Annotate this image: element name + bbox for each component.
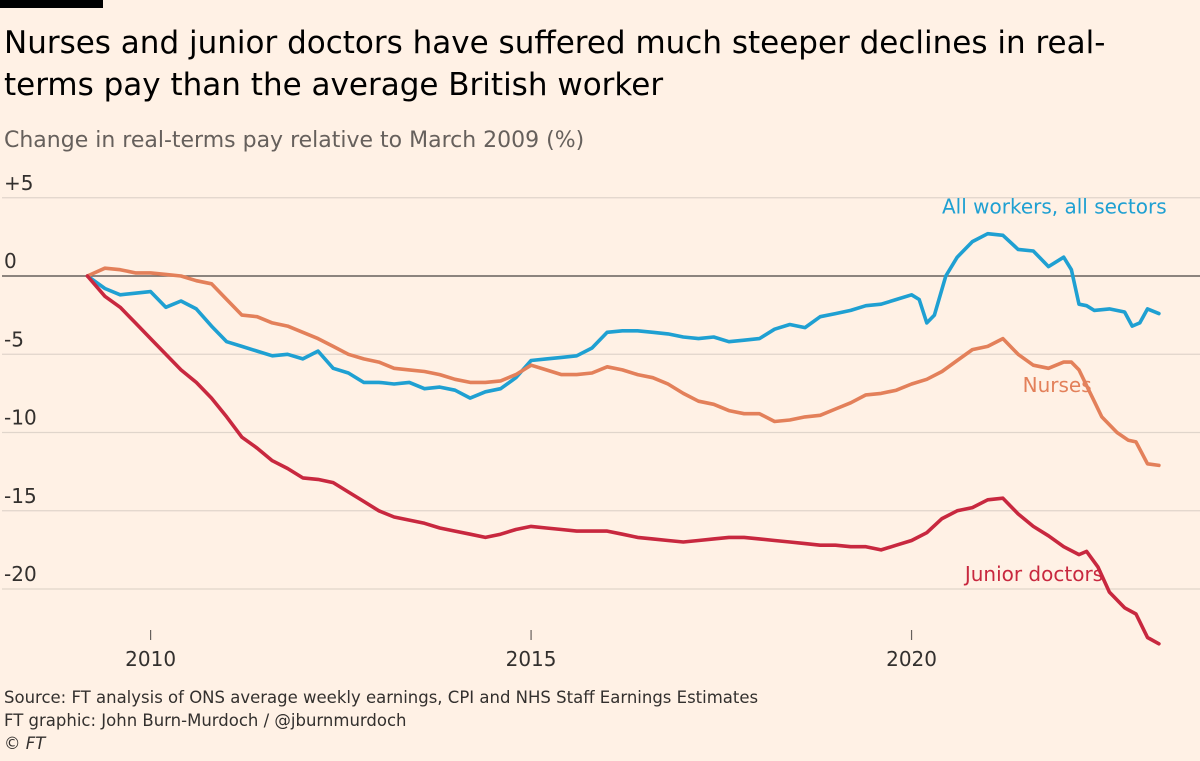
y-tick-label: -10	[4, 406, 37, 430]
y-tick-label: +5	[4, 171, 33, 195]
all-workers-all-sectors-line	[85, 231, 1161, 400]
y-axis-tick-labels: +5 0 -5 -10 -15 -20	[4, 171, 37, 586]
junior-doctors-line	[85, 274, 1161, 646]
x-axis-ticks: 2010 2015 2020	[125, 630, 937, 671]
series-labels: All workers, all sectors Nurses Junior doc…	[942, 194, 1167, 586]
x-tick-label: 2020	[886, 647, 937, 671]
copyright-line: © FT	[4, 734, 46, 753]
nurses-line	[85, 266, 1161, 468]
y-tick-label: 0	[4, 249, 17, 273]
source-line: Source: FT analysis of ONS average weekl…	[4, 688, 759, 707]
x-tick-label: 2010	[125, 647, 176, 671]
all-workers-all-sectors-label: All workers, all sectors	[942, 194, 1167, 218]
gridlines	[2, 197, 1200, 590]
nurses-label: Nurses	[1023, 373, 1092, 397]
junior-doctors-label: Junior doctors	[963, 562, 1103, 586]
series-lines	[85, 231, 1161, 646]
x-tick-label: 2015	[506, 647, 557, 671]
y-tick-label: -15	[4, 484, 37, 508]
ft-top-bar	[0, 0, 103, 8]
y-tick-label: -20	[4, 562, 37, 586]
y-tick-label: -5	[4, 327, 24, 351]
chart-title: Nurses and junior doctors have suffered …	[4, 25, 1106, 103]
source-notes: Source: FT analysis of ONS average weekl…	[4, 686, 758, 755]
credit-line: FT graphic: John Burn-Murdoch / @jburnmu…	[4, 711, 407, 730]
chart-subtitle: Change in real-terms pay relative to Mar…	[4, 128, 585, 153]
